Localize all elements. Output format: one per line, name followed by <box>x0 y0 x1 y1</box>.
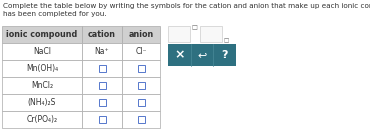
Text: ↩: ↩ <box>197 50 207 60</box>
Bar <box>2 43 82 60</box>
Bar <box>82 26 122 43</box>
Text: has been completed for you.: has been completed for you. <box>3 11 107 17</box>
Bar <box>2 77 82 94</box>
Bar <box>200 26 222 42</box>
Bar <box>82 43 122 60</box>
Text: MnCl₂: MnCl₂ <box>31 81 53 90</box>
Text: (NH₄)₂S: (NH₄)₂S <box>28 98 56 107</box>
Bar <box>82 94 122 111</box>
Bar <box>98 82 105 89</box>
Bar <box>2 60 82 77</box>
Bar <box>122 60 160 77</box>
Text: Complete the table below by writing the symbols for the cation and anion that ma: Complete the table below by writing the … <box>3 3 370 9</box>
Bar <box>98 65 105 72</box>
Bar <box>82 111 122 128</box>
Text: Na⁺: Na⁺ <box>95 47 109 56</box>
Bar <box>2 26 82 43</box>
Bar <box>138 99 145 106</box>
Bar <box>82 60 122 77</box>
Text: cation: cation <box>88 30 116 39</box>
Bar <box>168 26 190 42</box>
Bar <box>122 43 160 60</box>
Bar <box>2 111 82 128</box>
Bar <box>2 94 82 111</box>
Text: NaCl: NaCl <box>33 47 51 56</box>
Text: ?: ? <box>221 50 228 60</box>
Bar <box>138 65 145 72</box>
Text: ionic compound: ionic compound <box>6 30 78 39</box>
Text: □: □ <box>191 25 197 30</box>
Bar <box>122 77 160 94</box>
Bar <box>122 111 160 128</box>
Bar <box>122 26 160 43</box>
Text: Cr(PO₄)₂: Cr(PO₄)₂ <box>26 115 58 124</box>
Bar <box>138 82 145 89</box>
Text: ×: × <box>174 49 185 61</box>
Bar <box>82 77 122 94</box>
Text: □: □ <box>223 38 228 43</box>
Bar <box>168 44 236 66</box>
Bar <box>98 116 105 123</box>
Bar <box>138 116 145 123</box>
Text: Mn(OH)₄: Mn(OH)₄ <box>26 64 58 73</box>
Text: Cl⁻: Cl⁻ <box>135 47 147 56</box>
Bar <box>98 99 105 106</box>
Text: anion: anion <box>128 30 154 39</box>
Bar <box>122 94 160 111</box>
